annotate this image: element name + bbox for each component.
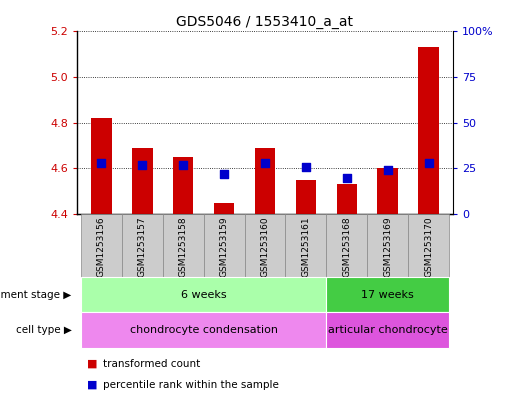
Text: GSM1253160: GSM1253160 [261, 216, 269, 277]
Text: GSM1253170: GSM1253170 [424, 216, 433, 277]
Text: GSM1253169: GSM1253169 [383, 216, 392, 277]
Text: 6 weeks: 6 weeks [181, 290, 226, 300]
Text: GSM1253158: GSM1253158 [179, 216, 188, 277]
Point [220, 171, 228, 177]
Bar [326, 214, 367, 277]
Text: GSM1253156: GSM1253156 [97, 216, 106, 277]
Bar [337, 184, 357, 214]
Text: GSM1253159: GSM1253159 [219, 216, 228, 277]
Text: percentile rank within the sample: percentile rank within the sample [103, 380, 279, 390]
Bar [122, 214, 163, 277]
Bar [91, 118, 112, 214]
Bar [214, 203, 234, 214]
Bar [81, 277, 326, 312]
Point [302, 163, 310, 170]
Point [138, 162, 146, 168]
Bar [173, 157, 193, 214]
Point [97, 160, 105, 166]
Bar [418, 48, 439, 214]
Text: ■: ■ [87, 380, 98, 390]
Text: GSM1253157: GSM1253157 [138, 216, 147, 277]
Text: 17 weeks: 17 weeks [361, 290, 414, 300]
Text: chondrocyte condensation: chondrocyte condensation [130, 325, 278, 335]
Bar [244, 214, 286, 277]
Text: transformed count: transformed count [103, 358, 200, 369]
Point [384, 167, 392, 173]
Bar [286, 214, 326, 277]
Bar [255, 148, 275, 214]
Point [179, 162, 188, 168]
Bar [326, 312, 449, 348]
Point [425, 160, 433, 166]
Text: ■: ■ [87, 358, 98, 369]
Text: development stage ▶: development stage ▶ [0, 290, 72, 300]
Bar [408, 214, 449, 277]
Bar [132, 148, 153, 214]
Text: articular chondrocyte: articular chondrocyte [328, 325, 447, 335]
Bar [326, 277, 449, 312]
Bar [163, 214, 204, 277]
Text: GSM1253168: GSM1253168 [342, 216, 351, 277]
Point [342, 174, 351, 181]
Bar [296, 180, 316, 214]
Bar [204, 214, 244, 277]
Title: GDS5046 / 1553410_a_at: GDS5046 / 1553410_a_at [176, 15, 354, 29]
Text: GSM1253161: GSM1253161 [302, 216, 311, 277]
Text: cell type ▶: cell type ▶ [16, 325, 72, 335]
Point [261, 160, 269, 166]
Bar [377, 169, 398, 214]
Bar [367, 214, 408, 277]
Bar [81, 312, 326, 348]
Bar [81, 214, 122, 277]
